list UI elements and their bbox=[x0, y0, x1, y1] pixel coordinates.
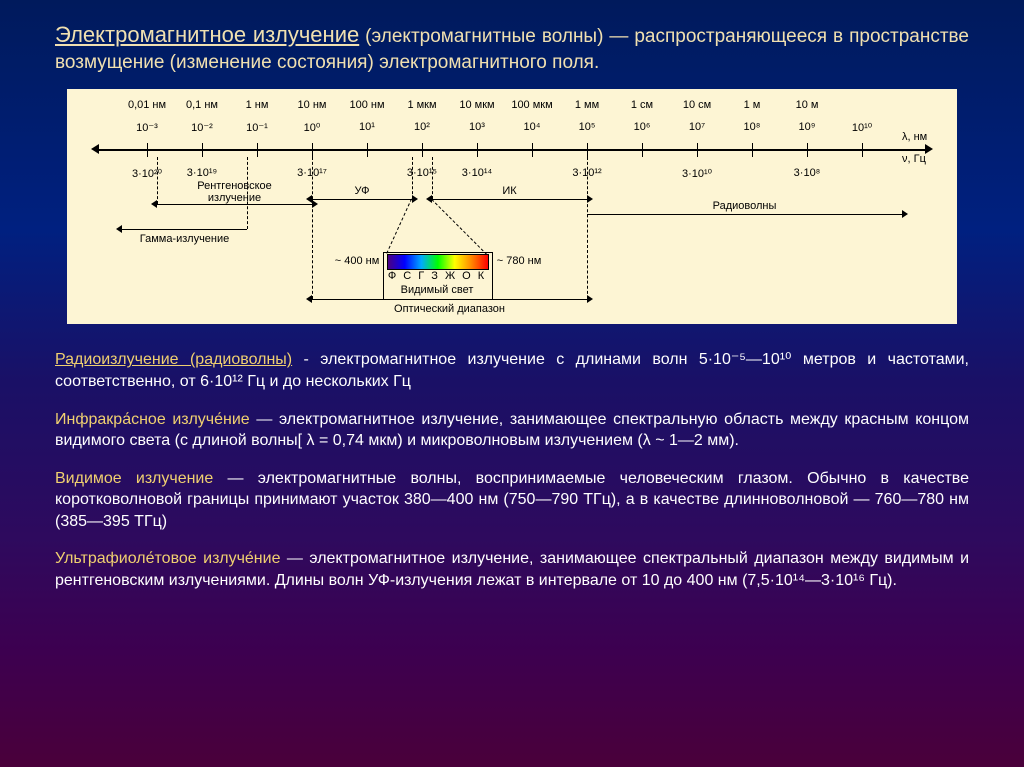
ir-left bbox=[432, 157, 433, 199]
tick-exponent: 10⁶ bbox=[634, 121, 651, 133]
ir-label: ИК bbox=[502, 185, 516, 197]
term-visible: Видимое излучение bbox=[55, 470, 213, 487]
axis-line bbox=[97, 149, 927, 151]
axis-tick bbox=[367, 143, 368, 157]
tick-frequency: 3·10¹⁴ bbox=[462, 167, 492, 179]
gamma-arrow bbox=[122, 229, 247, 230]
radio-arrow bbox=[587, 214, 902, 215]
visible-diag-right bbox=[431, 199, 487, 255]
ir-arrow bbox=[432, 199, 587, 200]
axis-tick bbox=[752, 143, 753, 157]
tick-wavelength: 100 мкм bbox=[511, 99, 552, 111]
tick-wavelength: 10 мкм bbox=[459, 99, 494, 111]
tick-exponent: 10⁴ bbox=[524, 121, 541, 133]
tick-exponent: 10² bbox=[414, 121, 430, 133]
tick-frequency: 3·10⁸ bbox=[794, 167, 821, 179]
axis-tick bbox=[697, 143, 698, 157]
xray-label: Рентгеновское излучение bbox=[197, 180, 272, 204]
paragraph-uv: Ультрафиоле́товое излуче́ние — электрома… bbox=[55, 548, 969, 591]
term-uv: Ультрафиоле́товое излуче́ние bbox=[55, 550, 280, 567]
axis-tick bbox=[202, 143, 203, 157]
visible-diag-left bbox=[386, 199, 412, 254]
tick-exponent: 10³ bbox=[469, 121, 485, 133]
title-main: Электромагнитное излучение bbox=[55, 22, 359, 47]
axis-tick bbox=[587, 143, 588, 157]
tick-exponent: 10⁹ bbox=[799, 121, 816, 133]
tick-wavelength: 0,01 нм bbox=[128, 99, 166, 111]
tick-wavelength: 1 см bbox=[631, 99, 653, 111]
xray-arrow bbox=[157, 204, 312, 205]
axis-tick bbox=[312, 143, 313, 157]
tick-exponent: 10⁻² bbox=[191, 121, 213, 134]
tick-exponent: 10¹ bbox=[359, 121, 375, 133]
visible-box bbox=[383, 252, 493, 300]
tick-wavelength: 1 нм bbox=[246, 99, 269, 111]
axis-arrow-right bbox=[925, 144, 933, 154]
tick-exponent: 10¹⁰ bbox=[852, 121, 872, 134]
radio-label: Радиоволны bbox=[713, 200, 777, 212]
axis-tick bbox=[807, 143, 808, 157]
axis-unit-freq: ν, Гц bbox=[902, 153, 926, 165]
tick-frequency: 3·10¹⁰ bbox=[682, 167, 712, 180]
tick-frequency: 3·10¹⁹ bbox=[187, 167, 217, 179]
axis-arrow-left bbox=[91, 144, 99, 154]
axis-unit-lambda: λ, нм bbox=[902, 131, 927, 143]
tick-wavelength: 10 м bbox=[796, 99, 819, 111]
axis-tick bbox=[642, 143, 643, 157]
axis-tick bbox=[147, 143, 148, 157]
paragraph-radio: Радиоизлучение (радиоволны) - электромаг… bbox=[55, 349, 969, 392]
tick-wavelength: 1 мкм bbox=[407, 99, 436, 111]
uv-arrow bbox=[312, 199, 412, 200]
tick-wavelength: 1 м bbox=[744, 99, 761, 111]
tick-wavelength: 10 см bbox=[683, 99, 711, 111]
tick-exponent: 10⁻³ bbox=[136, 121, 158, 134]
axis-tick bbox=[477, 143, 478, 157]
tick-wavelength: 0,1 нм bbox=[186, 99, 218, 111]
tick-wavelength: 1 мм bbox=[575, 99, 599, 111]
title-block: Электромагнитное излучение (электромагни… bbox=[55, 20, 969, 75]
optical-right bbox=[587, 199, 588, 299]
axis-tick bbox=[422, 143, 423, 157]
tick-exponent: 10⁷ bbox=[689, 121, 705, 133]
xray-right bbox=[312, 157, 313, 204]
tick-exponent: 10⁰ bbox=[304, 121, 321, 134]
spectrum-chart: 0,01 нм10⁻³3·10²⁰0,1 нм10⁻²3·10¹⁹1 нм10⁻… bbox=[67, 89, 957, 324]
tick-wavelength: 100 нм bbox=[349, 99, 384, 111]
uv-label: УФ bbox=[355, 185, 370, 197]
tick-exponent: 10⁵ bbox=[579, 121, 596, 133]
optical-left bbox=[312, 199, 313, 299]
paragraph-ir: Инфракра́сное излуче́ние — электромагнит… bbox=[55, 409, 969, 452]
visible-left-label: ~ 400 нм bbox=[335, 255, 380, 267]
axis-tick bbox=[257, 143, 258, 157]
axis-tick bbox=[532, 143, 533, 157]
optical-label: Оптический диапазон bbox=[394, 303, 505, 315]
term-ir: Инфракра́сное излуче́ние bbox=[55, 411, 250, 428]
tick-exponent: 10⁸ bbox=[744, 121, 761, 133]
axis-tick bbox=[862, 143, 863, 157]
uv-right bbox=[412, 157, 413, 199]
ir-right bbox=[587, 157, 588, 199]
visible-right-label: ~ 780 нм bbox=[497, 255, 542, 267]
gamma-label: Гамма-излучение bbox=[140, 233, 230, 245]
tick-wavelength: 10 нм bbox=[298, 99, 327, 111]
tick-exponent: 10⁻¹ bbox=[246, 121, 268, 134]
xray-left bbox=[157, 157, 158, 204]
term-radio: Радиоизлучение (радиоволны) bbox=[55, 351, 292, 368]
paragraph-visible: Видимое излучение — электромагнитные вол… bbox=[55, 468, 969, 533]
